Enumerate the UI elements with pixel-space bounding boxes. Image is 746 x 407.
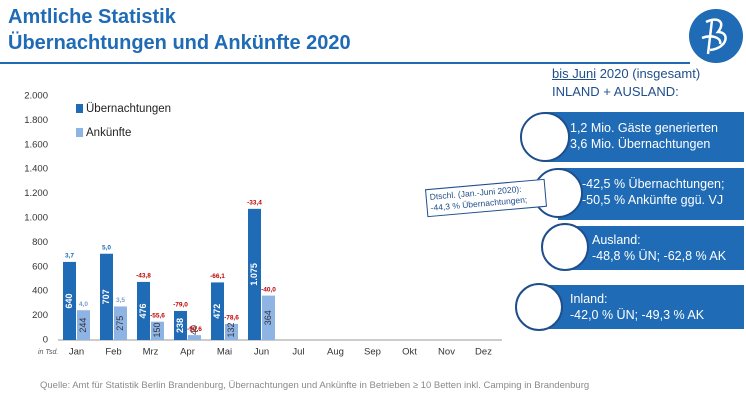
y-tick-label: 600 — [32, 261, 48, 272]
bar — [174, 310, 187, 340]
y-tick-label: 1.400 — [24, 164, 48, 175]
box-text: -50,5 % Ankünfte ggü. VJ — [582, 193, 724, 207]
value-label: 364 — [263, 310, 273, 325]
x-tick-label: Apr — [180, 347, 195, 358]
summary-box: Inland: -42,0 % ÜN; -49,3 % AK — [540, 285, 744, 329]
value-label: 472 — [212, 304, 222, 319]
unit-label: in Tsd. — [38, 349, 58, 356]
bar — [211, 282, 224, 340]
value-label: 150 — [152, 322, 162, 337]
change-label: -90,6 — [187, 326, 202, 333]
circle — [541, 223, 589, 271]
y-tick-label: 0 — [43, 335, 48, 346]
change-label: -78,6 — [224, 315, 239, 322]
legend-label: Ankünfte — [86, 127, 131, 139]
box-text: 1,2 Mio. Gäste generierten — [570, 121, 718, 135]
change-label: 5,0 — [102, 244, 111, 251]
change-label: -79,0 — [173, 302, 188, 309]
bar — [248, 208, 261, 340]
change-label: -55,6 — [150, 312, 165, 319]
box-text: 3,6 Mio. Übernachtungen — [570, 137, 711, 151]
change-label: -40,0 — [261, 286, 276, 293]
x-tick-label: Nov — [438, 347, 455, 358]
bar — [137, 281, 150, 340]
bar — [77, 310, 90, 340]
value-label: 640 — [64, 293, 74, 308]
value-label: 476 — [138, 303, 148, 318]
value-label: 244 — [78, 318, 88, 333]
summary-box: -42,5 % Übernachtungen; -50,5 % Ankünfte … — [558, 168, 744, 220]
x-tick-label: Aug — [327, 347, 344, 358]
bar — [100, 253, 113, 340]
bar — [188, 335, 201, 340]
summary-heading: bis Juni — [552, 66, 597, 81]
legend-swatch — [76, 128, 83, 137]
y-tick-label: 800 — [32, 237, 48, 248]
bar — [151, 321, 164, 340]
legend-swatch — [76, 104, 83, 113]
bar — [114, 306, 127, 340]
title: Amtliche Statistik — [8, 6, 176, 28]
box-text: -42,5 % Übernachtungen; — [582, 177, 725, 191]
summary-heading: 2020 (insgesamt) — [599, 66, 701, 81]
title-rule — [0, 62, 690, 64]
logo — [689, 9, 743, 63]
circle — [515, 283, 563, 331]
x-tick-label: Jan — [69, 347, 84, 358]
y-tick-label: 1.600 — [24, 139, 48, 150]
change-label: 3,5 — [116, 297, 125, 304]
value-label: 132 — [226, 322, 236, 337]
y-tick-label: 400 — [32, 286, 48, 297]
change-label: -33,4 — [247, 200, 262, 207]
change-label: -66,1 — [210, 273, 225, 280]
x-tick-label: Mai — [217, 347, 232, 358]
change-label: 3,7 — [65, 253, 74, 260]
change-label: -43,8 — [136, 273, 151, 280]
x-tick-label: Mrz — [143, 347, 159, 358]
legend-label: Übernachtungen — [86, 103, 171, 115]
value-label: 275 — [115, 316, 125, 331]
bar — [225, 323, 238, 340]
x-tick-label: Dez — [475, 347, 492, 358]
y-tick-label: 200 — [32, 310, 48, 321]
y-tick-label: 2.000 — [24, 91, 48, 102]
x-tick-label: Feb — [105, 347, 121, 358]
x-tick-label: Sep — [364, 347, 381, 358]
value-label: 1.075 — [249, 263, 259, 286]
y-tick-label: 1.000 — [24, 213, 48, 224]
value-label: 40 — [189, 325, 199, 335]
x-tick-label: Jul — [292, 347, 304, 358]
box-text: -42,0 % ÜN; -49,3 % AK — [570, 308, 705, 322]
circle — [520, 112, 570, 162]
x-tick-label: Jun — [254, 347, 269, 358]
box-text: Inland: — [570, 292, 608, 306]
x-tick-label: Okt — [402, 347, 417, 358]
y-tick-label: 1.200 — [24, 188, 48, 199]
bar — [63, 261, 76, 340]
summary-box: 1,2 Mio. Gäste generierten 3,6 Mio. Übern… — [545, 112, 744, 162]
change-label: 4,0 — [79, 301, 88, 308]
bar — [262, 295, 275, 340]
box-text: Ausland: — [592, 233, 641, 247]
summary-heading: INLAND + AUSLAND: — [552, 84, 679, 99]
value-label: 238 — [175, 318, 185, 333]
source: Quelle: Amt für Statistik Berlin Branden… — [40, 380, 590, 391]
chart: 0 200 400 600 800 1.000 1.200 1.400 1.600 1.800 2.… — [24, 91, 502, 358]
title: Übernachtungen und Ankünfte 2020 — [8, 32, 351, 54]
summary-box: Ausland: -48,8 % ÜN; -62,8 % AK — [566, 226, 744, 270]
box-text: -48,8 % ÜN; -62,8 % AK — [592, 249, 727, 263]
value-label: 707 — [101, 289, 111, 304]
y-tick-label: 1.800 — [24, 115, 48, 126]
